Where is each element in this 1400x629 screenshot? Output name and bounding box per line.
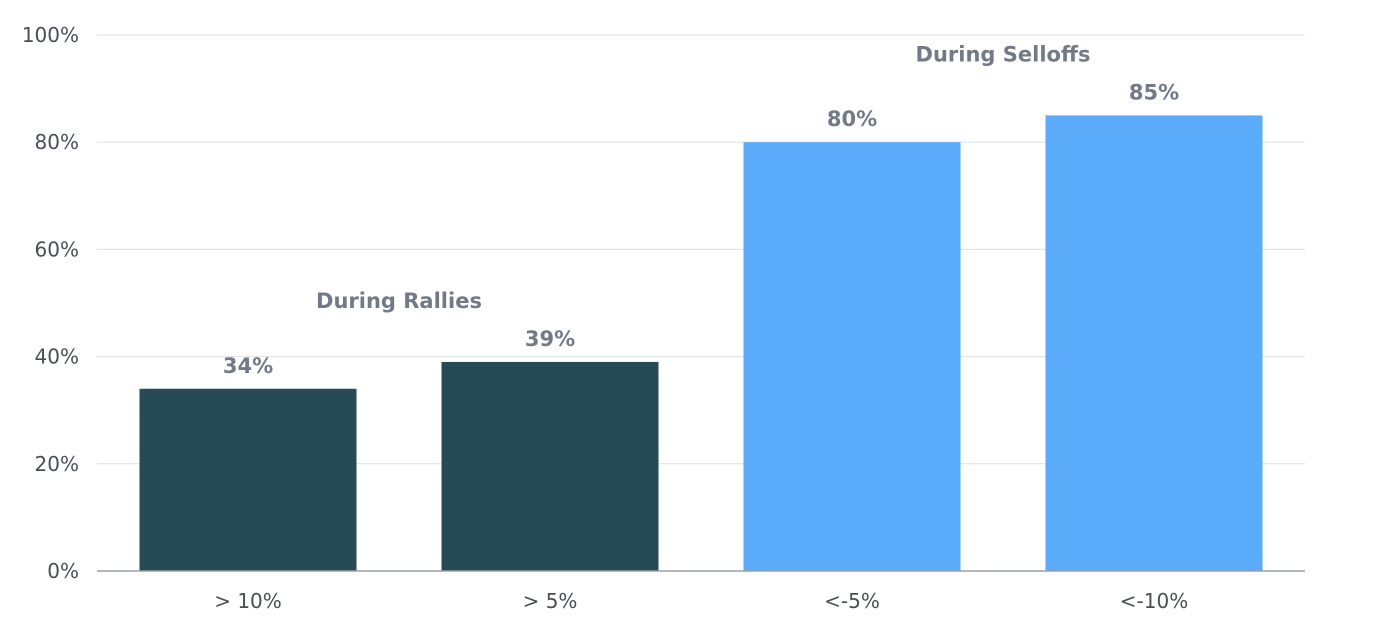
x-axis-categories: > 10% > 5% <-5% <-10%	[214, 589, 1188, 613]
bar-value-label: 80%	[827, 107, 877, 131]
bar	[441, 361, 659, 571]
x-category-label: > 10%	[214, 589, 282, 613]
bar	[743, 142, 961, 571]
group-label: During Rallies	[316, 289, 482, 313]
y-tick-label: 60%	[35, 237, 79, 261]
group-label: During Selloffs	[916, 42, 1091, 66]
y-axis-ticks: 0% 20% 40% 60% 80% 100%	[22, 23, 79, 583]
bar	[139, 388, 357, 571]
y-tick-label: 0%	[47, 559, 79, 583]
bars	[139, 115, 1263, 572]
bar	[1045, 115, 1263, 572]
bar-value-label: 34%	[223, 354, 273, 378]
x-category-label: > 5%	[523, 589, 578, 613]
bar-value-label: 39%	[525, 327, 575, 351]
y-tick-label: 20%	[35, 452, 79, 476]
data-labels: 34% 39% 80% 85%	[223, 80, 1179, 377]
y-tick-label: 40%	[35, 345, 79, 369]
x-category-label: <-10%	[1120, 589, 1188, 613]
bar-value-label: 85%	[1129, 80, 1179, 104]
group-labels: During Rallies During Selloffs	[316, 42, 1090, 313]
y-tick-label: 100%	[22, 23, 79, 47]
x-category-label: <-5%	[824, 589, 880, 613]
y-tick-label: 80%	[35, 130, 79, 154]
